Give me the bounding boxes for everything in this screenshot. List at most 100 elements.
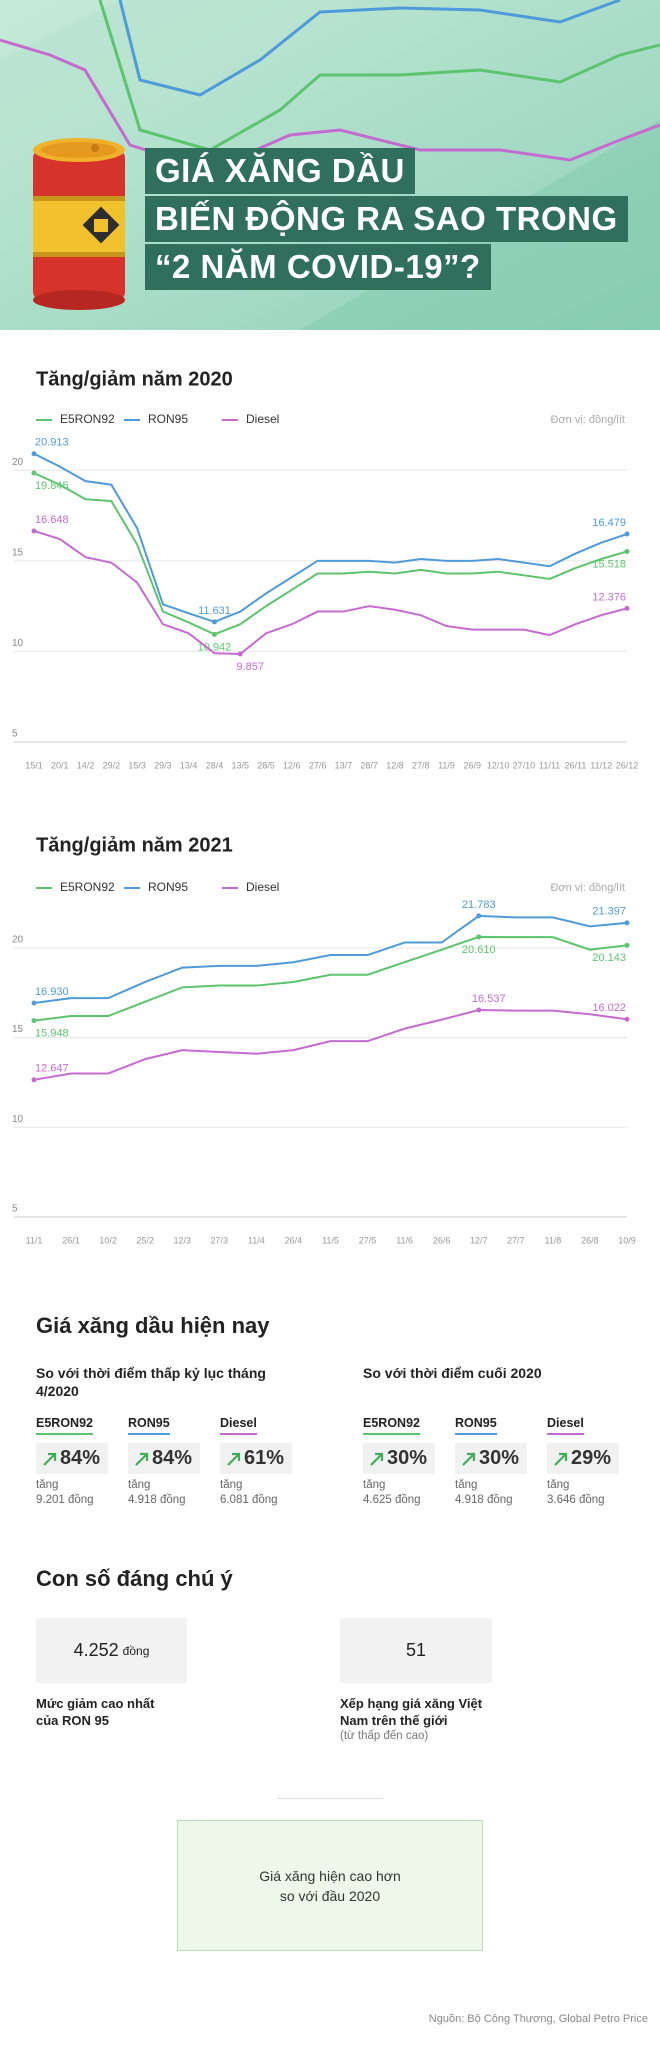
price-item: Diesel 29% tăng 3.646 đồng — [547, 1414, 631, 1508]
change-amount: 9.201 đồng — [36, 1494, 94, 1506]
x-tick-label: 12/10 — [487, 760, 510, 770]
x-tick-label: 20/1 — [51, 760, 69, 770]
x-tick-label: 12/8 — [386, 760, 404, 770]
x-tick-label: 12/7 — [470, 1235, 488, 1245]
x-tick-label: 26/8 — [581, 1235, 599, 1245]
data-point — [31, 451, 37, 457]
chart: Tăng/giảm năm 2020 E5RON92 RON95 Diesel Đơn … — [12, 368, 639, 770]
title-line: GIÁ XĂNG DẦU — [145, 148, 415, 194]
title-line: “2 NĂM COVID-19”? — [145, 244, 491, 290]
x-tick-label: 29/2 — [103, 760, 121, 770]
y-tick-label: 20 — [12, 935, 24, 946]
notable-note: (từ thấp đến cao) — [340, 1730, 429, 1742]
series-line — [33, 935, 628, 1022]
callout-box: Giá xăng hiện cao hơn so với đầu 2020 — [177, 1820, 483, 1951]
value-label: 21.783 — [462, 899, 496, 911]
y-tick-label: 10 — [12, 638, 24, 649]
x-tick-label: 11/11 — [539, 760, 560, 770]
change-label: tăng — [455, 1479, 478, 1491]
data-point — [237, 651, 243, 657]
x-tick-label: 27/10 — [513, 760, 536, 770]
series-line — [33, 472, 628, 636]
y-tick-label: 10 — [12, 1114, 24, 1125]
value-label: 15.948 — [35, 1027, 69, 1039]
value-label: 19.845 — [35, 480, 69, 492]
legend-label: Diesel — [246, 880, 279, 894]
change-box: 29% — [547, 1443, 620, 1474]
x-tick-label: 27/6 — [309, 760, 327, 770]
notable-caption: Xếp hạng giá xăng Việt Nam trên thế giới — [340, 1696, 483, 1728]
notable-caption: Mức giảm cao nhất của RON 95 — [36, 1696, 155, 1728]
x-tick-label: 15/3 — [128, 760, 146, 770]
notable-box: 51 — [340, 1618, 492, 1683]
x-tick-label: 12/6 — [283, 760, 301, 770]
data-point — [211, 631, 217, 637]
section-title: Giá xăng dầu hiện nay — [36, 1313, 270, 1338]
series-line — [33, 1009, 628, 1081]
change-value: 30% — [387, 1447, 428, 1469]
arrow — [462, 1452, 476, 1466]
change-value: 84% — [60, 1447, 101, 1469]
change-box: 61% — [220, 1443, 293, 1474]
x-tick-label: 13/7 — [335, 760, 353, 770]
y-tick-label: 5 — [12, 1204, 18, 1215]
x-tick-label: 25/2 — [136, 1235, 154, 1245]
barrel — [33, 138, 125, 310]
x-tick-label: 28/7 — [360, 760, 378, 770]
value-label: 16.930 — [35, 986, 69, 998]
item-name: E5RON92 — [36, 1416, 93, 1435]
x-tick-label: 27/8 — [412, 760, 430, 770]
x-tick-label: 11/1 — [26, 1235, 43, 1245]
chart-title: Tăng/giảm năm 2020 — [36, 368, 233, 390]
x-tick-label: 11/5 — [322, 1235, 339, 1245]
arrow — [43, 1452, 57, 1466]
change-box: 30% — [363, 1443, 436, 1474]
item-name: Diesel — [547, 1416, 584, 1435]
arrow — [370, 1452, 384, 1466]
item-name: RON95 — [128, 1416, 170, 1435]
value-label: 21.397 — [592, 906, 626, 918]
data-point — [624, 1016, 630, 1022]
item-name: E5RON92 — [363, 1416, 420, 1435]
x-tick-label: 27/7 — [507, 1235, 525, 1245]
unit-note: Đơn vị: đồng/lít — [551, 882, 625, 894]
y-tick-label: 5 — [12, 729, 18, 740]
data-point — [31, 1000, 37, 1006]
x-tick-label: 26/11 — [565, 760, 587, 770]
chart-title: Tăng/giảm năm 2021 — [36, 834, 233, 856]
header: GIÁ XĂNG DẦU BIẾN ĐỘNG RA SAO TRONG “2 N… — [0, 0, 660, 330]
legend-label: E5RON92 — [60, 412, 115, 426]
x-tick-label: 13/5 — [231, 760, 249, 770]
header-title: GIÁ XĂNG DẦU BIẾN ĐỘNG RA SAO TRONG “2 N… — [145, 148, 628, 292]
x-tick-label: 26/12 — [616, 760, 639, 770]
source: Nguồn: Bộ Công Thương, Global Petro Pric… — [428, 2013, 648, 2025]
series-line — [33, 914, 628, 1004]
y-tick-label: 15 — [12, 1024, 24, 1035]
arrow-icon — [554, 1452, 568, 1466]
value-label: 16.537 — [472, 993, 506, 1005]
data-point — [476, 1007, 482, 1013]
price-item: Diesel 61% tăng 6.081 đồng — [220, 1414, 304, 1508]
notable-value: 51 — [405, 1640, 427, 1660]
x-tick-label: 11/6 — [396, 1235, 413, 1245]
value-label: 20.610 — [462, 944, 496, 956]
item-name: Diesel — [220, 1416, 257, 1435]
data-point — [624, 605, 630, 611]
x-tick-label: 28/5 — [257, 760, 275, 770]
arrow-icon — [43, 1452, 57, 1466]
value-label: 20.143 — [592, 952, 626, 964]
value-label: 16.022 — [592, 1002, 626, 1014]
data-point — [31, 470, 37, 476]
value-label: 10.942 — [198, 641, 232, 653]
x-tick-label: 26/4 — [285, 1235, 303, 1245]
notable-unit: đồng — [122, 1643, 150, 1658]
x-tick-label: 27/5 — [359, 1235, 377, 1245]
price-item: RON95 30% tăng 4.918 đồng — [455, 1414, 539, 1508]
x-tick-label: 10/9 — [618, 1235, 636, 1245]
notable-value: 4.252 — [73, 1640, 119, 1660]
data-point — [624, 920, 630, 926]
deco-line — [118, 0, 621, 97]
value-label: 20.913 — [35, 437, 69, 449]
